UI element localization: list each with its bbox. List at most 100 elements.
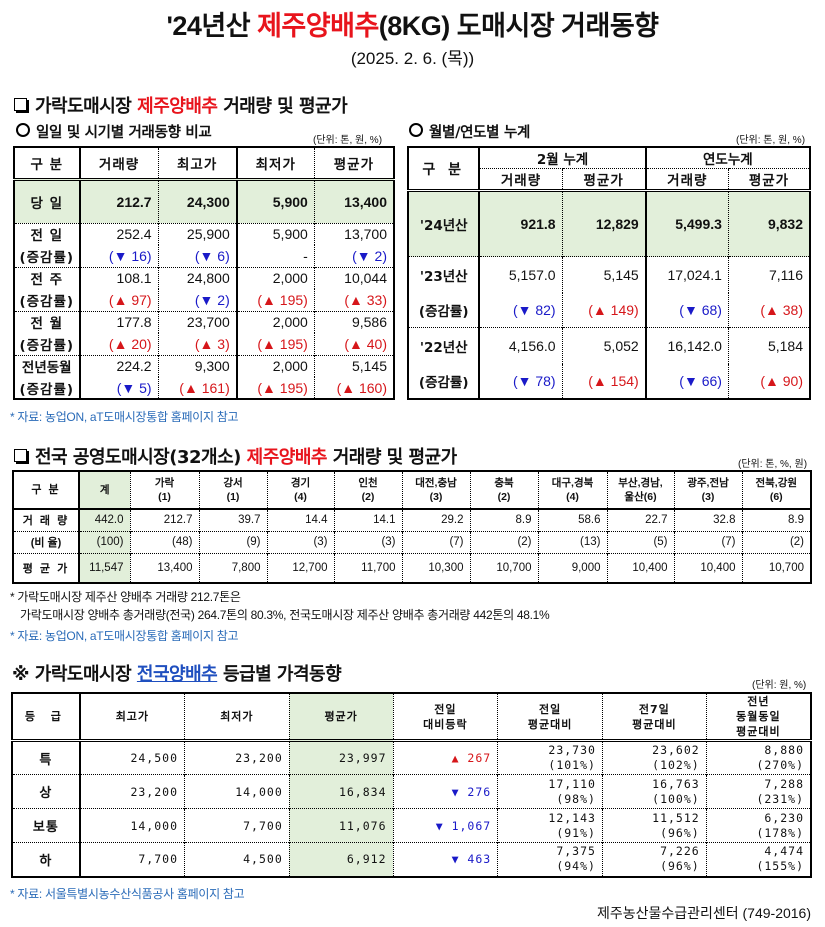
col-header-min-price: 최저가: [184, 692, 290, 742]
cell-max-price: 24,300: [157, 178, 237, 223]
cell-volume: 8.9: [469, 508, 538, 531]
cell-ratio: (9): [198, 530, 267, 553]
footer-organization: 제주농산물수급관리센터 (749-2016): [596, 905, 811, 921]
percent: (96%): [660, 859, 700, 874]
circle-bullet-icon: [16, 123, 30, 137]
cell-avg-price: 16,834: [288, 774, 393, 809]
cell-prev-year-avg: 8,880 (270%): [705, 740, 811, 775]
cell-volume: 212.7: [79, 178, 159, 223]
cell-max-price: 24,800: [157, 266, 237, 289]
cell-ratio: (100): [78, 530, 130, 553]
cell-ratio: (3): [266, 530, 334, 553]
market-name: 충북: [494, 477, 514, 489]
cell-volume: 29.2: [401, 508, 470, 531]
cell-prev-year-avg: 4,474 (155%): [705, 842, 811, 877]
title-suffix: (8KG) 도매시장 거래동향: [378, 11, 659, 41]
market-name: 강서: [223, 477, 243, 489]
table-row: 전 주 108.1 24,800 2,000 10,044: [13, 266, 394, 289]
cell-ratio: (5): [606, 530, 674, 553]
row-label: (비 율): [12, 530, 80, 553]
market-count: (6): [769, 491, 783, 503]
cell-avg-price: 13,400: [313, 178, 394, 223]
cell-max-price: 25,900: [157, 222, 237, 245]
cell-min-price: 2,000: [235, 266, 315, 289]
value: 17,110: [548, 776, 596, 791]
cell-min-price: 5,900: [235, 178, 315, 223]
cell-price: 10,700: [469, 552, 538, 583]
cell-month-avg: 12,829: [561, 190, 646, 257]
market-count: (3): [429, 491, 443, 503]
col-header-min-price: 최저가: [235, 146, 315, 181]
col-header-market: 경기 (4): [266, 470, 334, 510]
cell-price: 10,400: [606, 552, 674, 583]
col-header-prev-day-diff: 전일 대비등락: [392, 692, 498, 742]
change-max-price: (▼ 2): [157, 289, 237, 311]
cell-price: 12,700: [266, 552, 334, 583]
value: 4,474: [764, 844, 804, 859]
value: 16,763: [652, 776, 700, 791]
cell-volume: 212.7: [129, 508, 199, 531]
cell-ratio: (2): [741, 530, 811, 553]
col-header-market: 대구,경북 (4): [537, 470, 607, 510]
row-label: 전 월: [13, 310, 81, 333]
cell-price: 10,700: [741, 552, 811, 583]
grade-row: 특 24,500 23,200 23,997 ▲ 267 23,730 (101%…: [11, 740, 811, 775]
ratio-row: (비 율) (100) (48) (9) (3) (3) (7) (2) (13…: [12, 530, 811, 553]
percent: (100%): [652, 791, 700, 806]
value: 7,226: [660, 844, 700, 859]
cell-max-price: 7,700: [79, 842, 185, 877]
cell-max-price: 24,500: [79, 740, 185, 775]
avg-price-row: 평 균 가 11,547 13,400 7,800 12,700 11,700 …: [12, 552, 811, 583]
percent: (101%): [548, 758, 596, 772]
daily-unit: (단위: 톤, 원, %): [313, 135, 383, 146]
market-count: (1): [158, 491, 171, 503]
col-header-market: 부산,경남, 울산(6): [606, 470, 674, 510]
change-label: (증감률): [13, 289, 81, 311]
cell-prev-day-avg: 7,375 (94%): [497, 842, 603, 877]
section2-note-line1: * 가락도매시장 제주산 양배추 거래량 212.7톤은: [10, 590, 241, 604]
row-label: 전 주: [13, 266, 81, 289]
col-header-month-avg: 평균가: [561, 168, 646, 192]
title-prefix: '24년산: [166, 11, 258, 41]
cell-avg-price: 5,145: [313, 354, 394, 377]
market-count: 울산(6): [624, 491, 657, 503]
change-row: (증감률) (▼ 78) (▲ 154) (▼ 66) (▲ 90): [407, 363, 810, 399]
cell-price: 11,700: [333, 552, 402, 583]
col-header-market: 대전,충남 (3): [401, 470, 470, 510]
cell-ratio: (2): [469, 530, 538, 553]
col-header-month-volume: 거래량: [478, 168, 563, 192]
market-count: (4): [566, 491, 579, 503]
cell-max-price: 9,300: [157, 354, 237, 377]
cell-price: 7,800: [198, 552, 267, 583]
cell-month-volume: 5,157.0: [478, 256, 563, 293]
cell-prev7-avg: 7,226 (96%): [601, 842, 707, 877]
col-header-category: 구 분: [407, 146, 481, 192]
cell-min-price: 5,900: [235, 222, 315, 245]
cell-month-avg: 5,052: [561, 327, 646, 364]
change-label: (증감률): [407, 292, 481, 328]
cell-prev-day-diff: ▲ 267: [392, 740, 498, 775]
col-header-volume: 거래량: [79, 146, 159, 181]
value: 23,602: [652, 743, 700, 757]
section3-heading-suffix: 등급별 가격동향: [217, 664, 342, 685]
change-min-price: (▲ 195): [235, 289, 315, 311]
section1-heading-suffix: 거래량 및 평균가: [217, 96, 348, 117]
section2-unit: (단위: 톤, %, 원): [738, 459, 808, 470]
change-volume: (▼ 5): [79, 377, 159, 399]
col-header-year-avg: 평균가: [727, 168, 810, 192]
section3-heading: ※ 가락도매시장 전국양배추 등급별 가격동향: [12, 660, 342, 686]
value: 7,288: [764, 776, 804, 791]
title-highlight: 제주양배추: [257, 11, 379, 41]
col-header-market: 충북 (2): [469, 470, 538, 510]
cell-prev7-avg: 11,512 (96%): [601, 808, 707, 843]
change-min-price: (▲ 195): [235, 333, 315, 355]
table-row: 전년동월 224.2 9,300 2,000 5,145: [13, 354, 394, 377]
cell-price: 9,000: [537, 552, 607, 583]
change-min-price: -: [235, 245, 315, 267]
cell-volume: 177.8: [79, 310, 159, 333]
grade-label: 보통: [11, 808, 81, 843]
percent: (270%): [756, 758, 804, 772]
change-year-volume: (▼ 66): [644, 363, 729, 399]
current-season-row: '24년산 921.8 12,829 5,499.3 9,832: [407, 190, 810, 257]
col-header-market: 계: [78, 470, 130, 510]
